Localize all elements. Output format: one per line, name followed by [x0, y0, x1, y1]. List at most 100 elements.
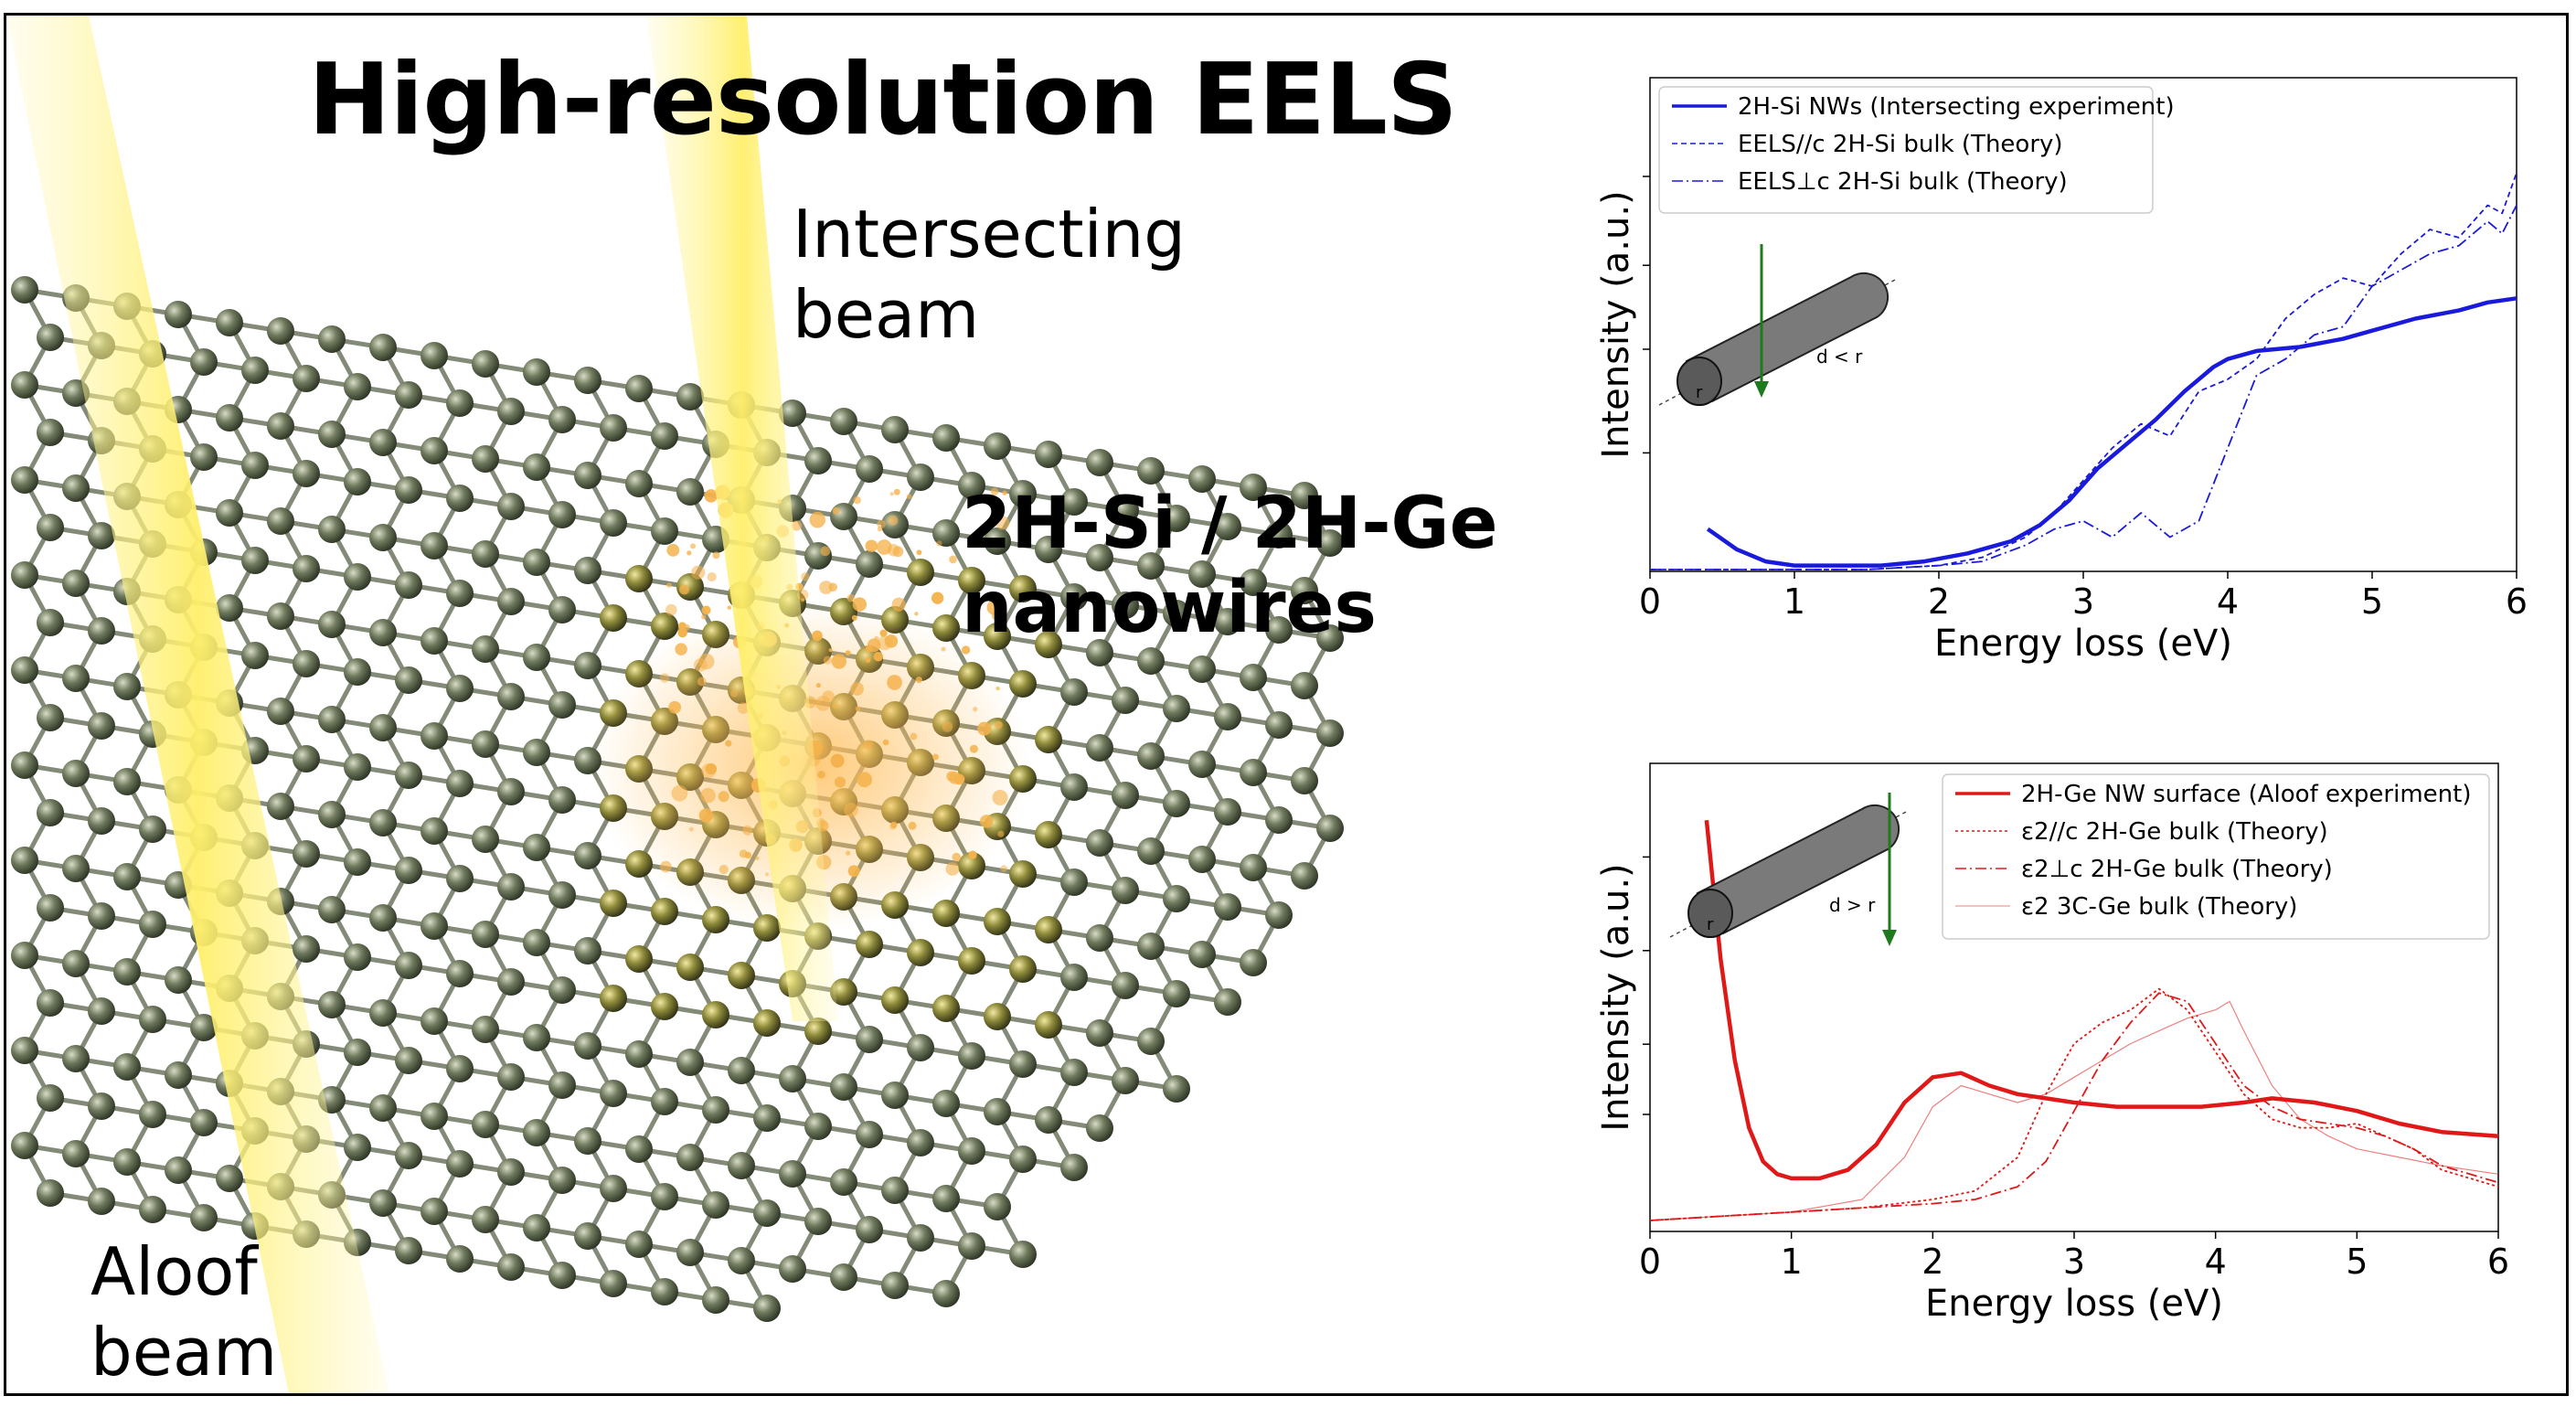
- atom-sphere: [984, 908, 1011, 935]
- scatter-particle: [832, 506, 840, 515]
- atom-sphere: [216, 1165, 243, 1192]
- legend-entry: ε2⊥c 2H-Ge bulk (Theory): [2021, 856, 2333, 883]
- scatter-particle: [969, 744, 978, 753]
- atom-sphere: [344, 1039, 371, 1066]
- scatter-particle: [712, 551, 720, 559]
- atom-sphere: [472, 635, 499, 663]
- scatter-particle: [986, 600, 1002, 615]
- scatter-particle: [688, 826, 694, 832]
- scatter-particle: [877, 527, 883, 532]
- atom-sphere: [574, 557, 601, 584]
- atom-sphere: [984, 1098, 1011, 1125]
- atom-sphere: [472, 730, 499, 758]
- atom-sphere: [165, 1156, 192, 1184]
- atom-sphere: [574, 462, 601, 489]
- atom-sphere: [369, 524, 397, 551]
- scatter-particle: [675, 643, 687, 655]
- scatter-particle: [910, 732, 918, 741]
- scatter-particle: [867, 638, 881, 653]
- atom-sphere: [113, 1148, 141, 1176]
- atom-sphere: [11, 751, 38, 779]
- wire-end-cap: [1687, 889, 1733, 938]
- aloof-beam-label-line2: beam: [90, 1314, 278, 1391]
- atom-sphere: [113, 958, 141, 986]
- atom-sphere: [420, 437, 448, 464]
- atom-sphere: [523, 1214, 550, 1242]
- atom-sphere: [523, 1024, 550, 1051]
- atom-sphere: [88, 997, 115, 1025]
- atom-sphere: [574, 1032, 601, 1060]
- scatter-particle: [718, 791, 729, 803]
- scatter-particle: [739, 849, 748, 858]
- legend-box: [1942, 773, 2490, 940]
- atom-sphere: [676, 1239, 704, 1266]
- atom-sphere: [881, 986, 909, 1014]
- y-axis-label: Intensity (a.u.): [1595, 190, 1637, 458]
- atom-sphere: [574, 652, 601, 679]
- scatter-particle: [687, 550, 692, 556]
- scatter-particle: [725, 740, 732, 747]
- atom-sphere: [1035, 726, 1062, 753]
- atom-sphere: [62, 760, 90, 787]
- atom-sphere: [984, 1193, 1011, 1220]
- atom-sphere: [1060, 488, 1088, 516]
- atom-sphere: [958, 567, 985, 594]
- scatter-particle: [701, 605, 711, 615]
- atom-sphere: [523, 1119, 550, 1146]
- scatter-particle: [690, 543, 697, 549]
- scatter-particle: [705, 762, 718, 775]
- atom-sphere: [728, 1057, 755, 1084]
- atom-sphere: [420, 912, 448, 940]
- series-line-0: [1706, 296, 2517, 568]
- atom-sphere: [523, 549, 550, 576]
- scatter-particle: [797, 589, 809, 601]
- atom-sphere: [1137, 647, 1165, 675]
- atom-sphere: [1214, 608, 1241, 635]
- atom-sphere: [472, 350, 499, 378]
- scatter-particle: [846, 850, 851, 856]
- atom-sphere: [113, 863, 141, 890]
- scatter-particle: [847, 865, 860, 878]
- atom-sphere: [907, 1224, 934, 1252]
- atom-sphere: [1163, 885, 1190, 912]
- scatter-particle: [936, 540, 942, 547]
- atom-sphere: [651, 422, 678, 450]
- atom-sphere: [600, 1175, 627, 1202]
- atom-sphere: [11, 276, 38, 304]
- atom-sphere: [1316, 529, 1344, 557]
- atom-sphere: [1086, 1019, 1113, 1047]
- atom-sphere: [1265, 711, 1293, 739]
- scatter-particle: [908, 821, 917, 830]
- atom-sphere: [600, 890, 627, 917]
- atom-sphere: [1240, 949, 1267, 976]
- atom-sphere: [1265, 806, 1293, 834]
- atom-sphere: [267, 317, 294, 345]
- atom-sphere: [856, 550, 883, 578]
- scatter-particle: [844, 803, 859, 817]
- scatter-particle: [893, 488, 900, 496]
- scatter-particle: [820, 546, 831, 557]
- scatter-particle: [906, 494, 912, 500]
- atom-sphere: [446, 389, 474, 417]
- atom-sphere: [1291, 577, 1318, 604]
- atom-sphere: [293, 935, 320, 963]
- scatter-particle: [828, 648, 833, 653]
- atom-sphere: [62, 665, 90, 692]
- x-tick-label: 6: [2487, 1242, 2509, 1282]
- atom-sphere: [1035, 916, 1062, 943]
- atom-sphere: [216, 499, 243, 527]
- atom-sphere: [984, 528, 1011, 555]
- scatter-particle: [727, 605, 732, 610]
- atom-sphere: [241, 452, 269, 479]
- intersecting-beam-label-line2: beam: [793, 276, 980, 353]
- atom-sphere: [11, 1132, 38, 1159]
- scatter-particle: [968, 850, 977, 859]
- atom-sphere: [11, 561, 38, 589]
- atom-sphere: [88, 522, 115, 549]
- atom-sphere: [1035, 1011, 1062, 1039]
- atom-sphere: [1086, 639, 1113, 666]
- atom-sphere: [1163, 1075, 1190, 1103]
- scatter-particle: [931, 591, 944, 604]
- atom-sphere: [830, 408, 857, 435]
- atom-sphere: [344, 943, 371, 971]
